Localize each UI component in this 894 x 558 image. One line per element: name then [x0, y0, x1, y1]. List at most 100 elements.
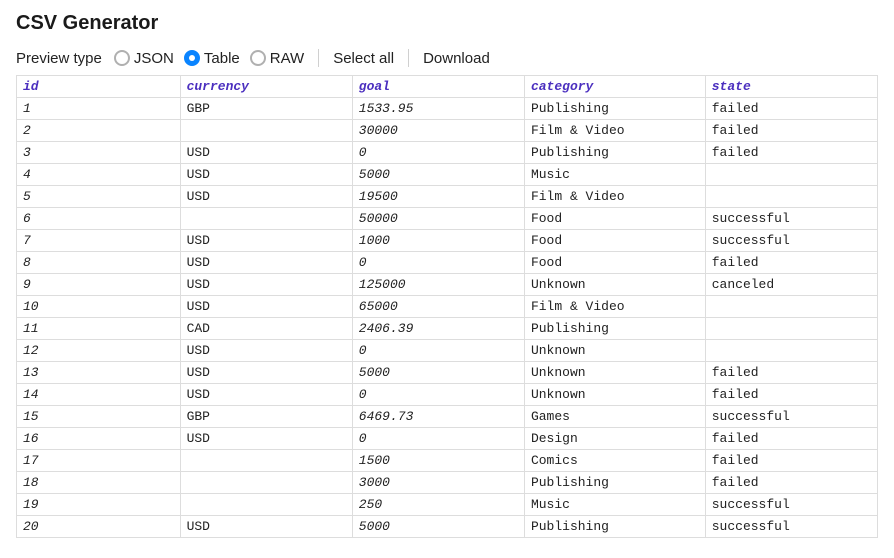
cell-id: 8: [17, 252, 181, 274]
cell-state: [705, 318, 877, 340]
cell-category: Food: [524, 252, 705, 274]
cell-goal: 0: [352, 142, 524, 164]
table-row: 3USD0Publishingfailed: [17, 142, 878, 164]
cell-category: Publishing: [524, 472, 705, 494]
col-header-currency[interactable]: currency: [180, 76, 352, 98]
cell-goal: 5000: [352, 164, 524, 186]
table-row: 10USD65000Film & Video: [17, 296, 878, 318]
cell-state: successful: [705, 208, 877, 230]
table-header-row: id currency goal category state: [17, 76, 878, 98]
cell-goal: 250: [352, 494, 524, 516]
cell-currency: USD: [180, 428, 352, 450]
preview-type-label: Preview type: [16, 50, 102, 67]
cell-id: 7: [17, 230, 181, 252]
cell-id: 4: [17, 164, 181, 186]
cell-category: Publishing: [524, 318, 705, 340]
cell-state: successful: [705, 230, 877, 252]
cell-goal: 125000: [352, 274, 524, 296]
cell-goal: 0: [352, 252, 524, 274]
toolbar-divider: [408, 49, 409, 67]
cell-currency: USD: [180, 142, 352, 164]
toolbar: Preview type JSON Table RAW Select all D…: [16, 49, 878, 67]
cell-id: 13: [17, 362, 181, 384]
table-row: 13USD5000Unknownfailed: [17, 362, 878, 384]
table-row: 650000Foodsuccessful: [17, 208, 878, 230]
cell-currency: [180, 208, 352, 230]
radio-dot-icon: [250, 50, 266, 66]
cell-state: failed: [705, 472, 877, 494]
cell-id: 20: [17, 516, 181, 538]
cell-currency: CAD: [180, 318, 352, 340]
col-header-id[interactable]: id: [17, 76, 181, 98]
cell-category: Food: [524, 208, 705, 230]
download-button[interactable]: Download: [423, 50, 490, 67]
cell-state: canceled: [705, 274, 877, 296]
cell-goal: 0: [352, 384, 524, 406]
cell-category: Games: [524, 406, 705, 428]
cell-category: Publishing: [524, 98, 705, 120]
cell-category: Music: [524, 494, 705, 516]
cell-state: failed: [705, 362, 877, 384]
cell-id: 10: [17, 296, 181, 318]
cell-currency: USD: [180, 384, 352, 406]
table-row: 16USD0Designfailed: [17, 428, 878, 450]
cell-currency: USD: [180, 252, 352, 274]
preview-type-radios: JSON Table RAW: [114, 50, 304, 67]
cell-id: 12: [17, 340, 181, 362]
cell-goal: 5000: [352, 362, 524, 384]
radio-table-label: Table: [204, 50, 240, 67]
cell-id: 17: [17, 450, 181, 472]
cell-state: failed: [705, 384, 877, 406]
cell-category: Unknown: [524, 362, 705, 384]
cell-category: Design: [524, 428, 705, 450]
cell-id: 6: [17, 208, 181, 230]
radio-table[interactable]: Table: [184, 50, 240, 67]
table-row: 19250Musicsuccessful: [17, 494, 878, 516]
col-header-state[interactable]: state: [705, 76, 877, 98]
cell-goal: 5000: [352, 516, 524, 538]
page-title: CSV Generator: [16, 12, 878, 35]
radio-raw[interactable]: RAW: [250, 50, 304, 67]
cell-currency: USD: [180, 186, 352, 208]
radio-dot-icon: [114, 50, 130, 66]
table-row: 183000Publishingfailed: [17, 472, 878, 494]
cell-category: Film & Video: [524, 186, 705, 208]
cell-currency: USD: [180, 274, 352, 296]
cell-currency: USD: [180, 164, 352, 186]
cell-category: Comics: [524, 450, 705, 472]
cell-currency: GBP: [180, 406, 352, 428]
radio-json[interactable]: JSON: [114, 50, 174, 67]
cell-id: 11: [17, 318, 181, 340]
cell-id: 3: [17, 142, 181, 164]
cell-id: 14: [17, 384, 181, 406]
cell-goal: 1533.95: [352, 98, 524, 120]
table-row: 8USD0Foodfailed: [17, 252, 878, 274]
cell-goal: 6469.73: [352, 406, 524, 428]
cell-state: successful: [705, 494, 877, 516]
cell-id: 18: [17, 472, 181, 494]
cell-state: [705, 164, 877, 186]
cell-currency: USD: [180, 516, 352, 538]
cell-category: Film & Video: [524, 296, 705, 318]
cell-category: Unknown: [524, 274, 705, 296]
cell-category: Food: [524, 230, 705, 252]
table-row: 171500Comicsfailed: [17, 450, 878, 472]
cell-id: 2: [17, 120, 181, 142]
table-row: 1GBP1533.95Publishingfailed: [17, 98, 878, 120]
table-row: 20USD5000Publishingsuccessful: [17, 516, 878, 538]
cell-currency: GBP: [180, 98, 352, 120]
cell-goal: 1000: [352, 230, 524, 252]
cell-goal: 30000: [352, 120, 524, 142]
cell-id: 5: [17, 186, 181, 208]
col-header-goal[interactable]: goal: [352, 76, 524, 98]
cell-id: 16: [17, 428, 181, 450]
table-row: 7USD1000Foodsuccessful: [17, 230, 878, 252]
cell-goal: 2406.39: [352, 318, 524, 340]
data-table: id currency goal category state 1GBP1533…: [16, 75, 878, 538]
cell-state: failed: [705, 428, 877, 450]
select-all-button[interactable]: Select all: [333, 50, 394, 67]
cell-category: Unknown: [524, 384, 705, 406]
table-row: 11CAD2406.39Publishing: [17, 318, 878, 340]
col-header-category[interactable]: category: [524, 76, 705, 98]
cell-goal: 1500: [352, 450, 524, 472]
